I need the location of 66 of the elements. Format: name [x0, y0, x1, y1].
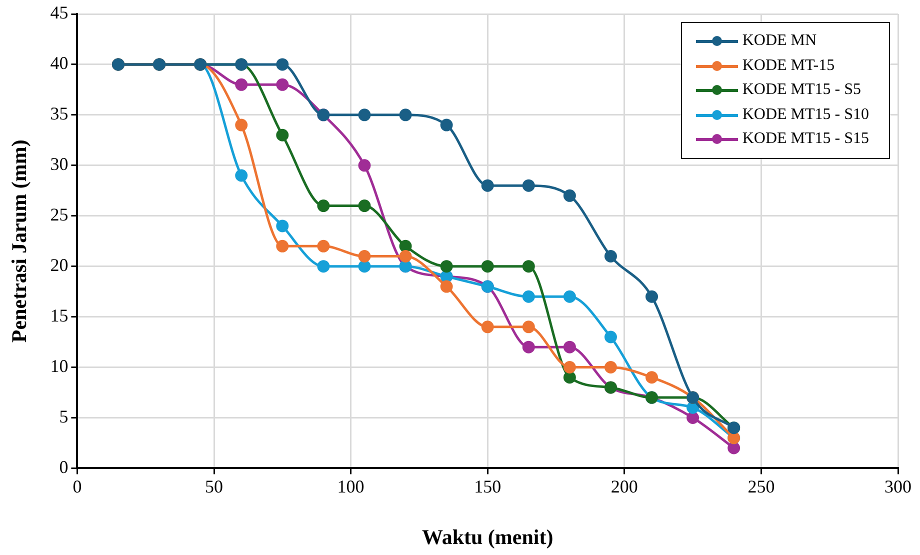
point [276, 58, 289, 71]
point [646, 290, 658, 303]
x-tick-label: 200 [610, 476, 638, 497]
point [276, 240, 289, 252]
x-tick-label: 0 [72, 476, 82, 497]
legend-label: KODE MN [742, 32, 817, 50]
point [522, 260, 535, 273]
point [481, 260, 494, 273]
point [317, 260, 330, 273]
y-tick-label: 45 [50, 2, 68, 23]
y-tick-label: 10 [50, 356, 68, 376]
point [440, 260, 453, 273]
point [358, 250, 371, 262]
point [235, 169, 248, 182]
y-tick-label: 5 [59, 406, 68, 426]
point [604, 361, 617, 374]
x-tick-label: 100 [337, 476, 364, 497]
point [604, 330, 617, 344]
y-tick-label: 0 [59, 456, 68, 477]
point [646, 371, 658, 384]
point [399, 250, 412, 262]
legend-label: KODE MT-15 [742, 56, 835, 75]
point [276, 128, 289, 142]
x-tick-label: 50 [205, 476, 223, 497]
point [522, 179, 535, 192]
point [317, 200, 330, 212]
point [522, 340, 535, 354]
point [728, 442, 740, 454]
point [563, 189, 576, 202]
x-tick-label: 250 [748, 476, 775, 497]
point [522, 320, 535, 334]
point [563, 371, 576, 384]
point [440, 118, 453, 132]
point [563, 340, 576, 354]
point [522, 290, 535, 303]
point [563, 361, 576, 374]
y-tick-label: 15 [50, 306, 68, 326]
point [481, 320, 494, 334]
x-tick-label: 150 [474, 476, 502, 497]
point [358, 159, 371, 172]
point [686, 411, 700, 424]
point [276, 78, 289, 91]
point [235, 78, 248, 91]
y-tick-label: 25 [50, 204, 68, 225]
point [604, 250, 617, 262]
y-tick-label: 40 [50, 53, 68, 74]
y-tick-label: 30 [50, 154, 68, 174]
point [358, 200, 371, 212]
point [399, 240, 412, 252]
point [399, 108, 412, 122]
y-tick-label: 35 [50, 104, 68, 124]
y-axis-title: Penetrasi Jarum (mm) [7, 140, 32, 343]
point [358, 260, 371, 273]
legend-label: KODE MT15 - S10 [742, 106, 869, 124]
y-tick-label: 20 [50, 255, 68, 276]
point [563, 290, 576, 303]
legend-label: KODE MT15 - S5 [742, 81, 861, 100]
point [235, 118, 248, 132]
point [358, 108, 371, 122]
point [481, 179, 494, 192]
point [276, 220, 289, 232]
x-axis-title: Waktu (menit) [422, 524, 554, 549]
x-tick-label: 300 [884, 476, 912, 497]
point [317, 240, 330, 252]
point [440, 280, 453, 293]
legend-label: KODE MT15 - S15 [742, 130, 869, 148]
